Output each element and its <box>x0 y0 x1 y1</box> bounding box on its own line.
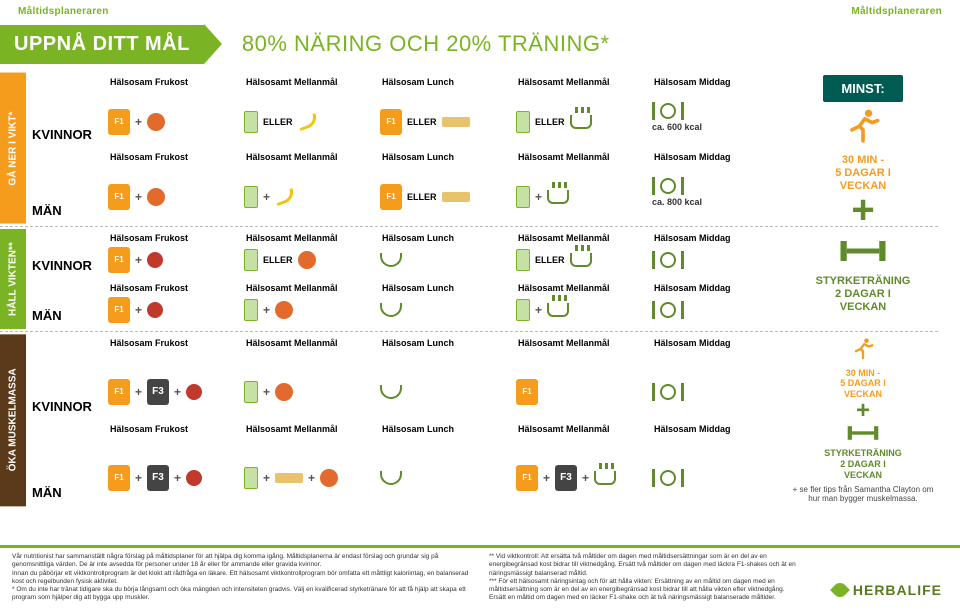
logo-text: HERBALIFE <box>853 582 942 598</box>
footnotes: Vår nutritionist har sammanställt några … <box>12 553 948 602</box>
page-header: Måltidsplaneraren Måltidsplaneraren <box>0 0 960 19</box>
col-h-4: Hälsosamt Mellanmål <box>516 73 646 100</box>
divider <box>0 226 938 227</box>
bar-icon <box>442 117 470 127</box>
s1-k-c2: ELLER <box>244 100 374 149</box>
f1-icon: F1 <box>108 109 130 135</box>
fork-icon <box>652 102 655 120</box>
protein-icon <box>516 186 530 208</box>
plan-grid: GÅ NER I VIKT* Hälsosam Frukost Hälsosam… <box>0 73 960 506</box>
f1-icon: F1 <box>380 109 402 135</box>
berry-icon <box>147 252 163 268</box>
section-label-maintain: HÅLL VIKTEN** <box>0 229 26 329</box>
gender-kvinnor-2: KVINNOR <box>32 245 102 279</box>
banner-right: 80% NÄRING OCH 20% TRÄNING* <box>222 23 960 65</box>
s1-m-c3: F1 ELLER <box>380 175 510 224</box>
salad-icon <box>380 253 402 267</box>
plate-icon <box>660 103 676 119</box>
banana-icon <box>274 188 297 206</box>
runner-icon <box>848 336 878 364</box>
col-h-1: Hälsosam Frukost <box>108 73 238 100</box>
kcal-600: ca. 600 kcal <box>652 122 702 132</box>
kcal-800: ca. 800 kcal <box>652 197 702 207</box>
banner-arrow <box>204 24 222 64</box>
section-label-muscle: ÖKA MUSKELMASSA <box>0 334 26 506</box>
bottom-bar <box>0 545 960 548</box>
leaf-icon <box>830 580 850 600</box>
eller: ELLER <box>261 117 295 127</box>
banana-icon <box>296 113 319 131</box>
plate-icon <box>660 178 676 194</box>
header-left: Måltidsplaneraren <box>18 6 109 17</box>
f3-icon: F3 <box>147 379 169 405</box>
s1-k-c5: ca. 600 kcal <box>652 100 782 149</box>
bar-icon <box>442 192 470 202</box>
banner-left: UPPNÅ DITT MÅL <box>0 25 204 64</box>
col-h-5: Hälsosam Middag <box>652 73 782 100</box>
plus-icon: + <box>851 198 874 222</box>
f1-icon: F1 <box>380 184 402 210</box>
protein-icon <box>244 186 258 208</box>
right-panel-1: MINST: 30 MIN - 5 DAGAR I VECKAN + <box>788 73 938 224</box>
brand-logo: HERBALIFE <box>833 582 942 598</box>
s1-k-c1: F1 + <box>108 100 238 149</box>
gender-man-3: MÄN <box>32 454 102 506</box>
runner-icon <box>841 106 885 150</box>
footnote-left: Vår nutritionist har sammanställt några … <box>12 553 471 602</box>
minst-badge: MINST: <box>823 75 902 102</box>
meal-icon <box>547 190 569 204</box>
s1-k-c4: ELLER <box>516 100 646 149</box>
s1-m-c1: F1 + <box>108 175 238 224</box>
divider <box>0 331 938 332</box>
apple-icon <box>147 113 165 131</box>
meal-icon <box>570 115 592 129</box>
f1-icon: F1 <box>108 184 130 210</box>
gender-man-1: MÄN <box>32 175 102 224</box>
gender-kvinnor-3: KVINNOR <box>32 368 102 420</box>
protein-icon <box>244 111 258 133</box>
s1-m-c2: + <box>244 175 374 224</box>
weights-icon <box>846 422 880 444</box>
s1-k-c3: F1 ELLER <box>380 100 510 149</box>
s1-m-c5: ca. 800 kcal <box>652 175 782 224</box>
extra-note: + se fler tips från Samantha Clayton om … <box>792 485 934 504</box>
section-label-weight-loss: GÅ NER I VIKT* <box>0 73 26 224</box>
apple-icon <box>147 188 165 206</box>
s1-m-c4: + <box>516 175 646 224</box>
gender-man-2: MÄN <box>32 295 102 329</box>
right-panel-2: STYRKETRÄNING 2 DAGAR I VECKAN <box>788 229 938 329</box>
right-panel-3: 30 MIN - 5 DAGAR I VECKAN + STYRKETRÄNIN… <box>788 334 938 506</box>
header-right: Måltidsplaneraren <box>851 6 942 17</box>
knife-icon <box>681 102 684 120</box>
plus: + <box>133 115 144 129</box>
weights-icon <box>838 231 888 271</box>
strength-text-1: STYRKETRÄNING 2 DAGAR I VECKAN <box>816 275 911 315</box>
protein-icon <box>516 111 530 133</box>
gender-kvinnor-1: KVINNOR <box>32 100 102 149</box>
title-banner: UPPNÅ DITT MÅL 80% NÄRING OCH 20% TRÄNIN… <box>0 23 960 65</box>
col-h-3: Hälsosam Lunch <box>380 73 510 100</box>
col-h-2: Hälsosamt Mellanmål <box>244 73 374 100</box>
